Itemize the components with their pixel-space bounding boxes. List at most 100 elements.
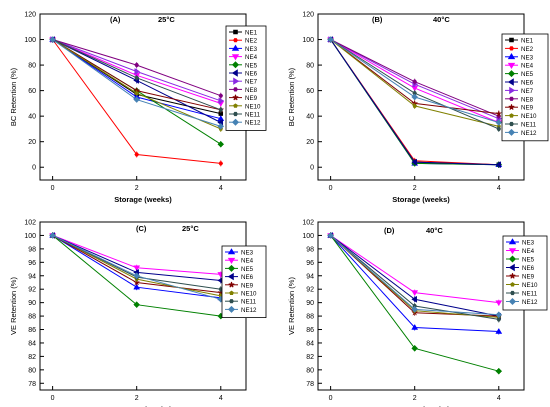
data-point [218,107,224,112]
series-ne4 [327,232,503,307]
legend-marker [227,248,236,255]
y-tick-label: 80 [306,63,314,70]
legend-label: NE9 [241,282,254,289]
y-axis-label: VE Retention (%) [9,277,18,335]
legend-marker [507,53,516,60]
y-tick-label: 0 [310,165,314,172]
legend-label: NE11 [522,291,538,298]
data-point [49,36,56,43]
x-tick-label: 0 [329,185,333,192]
y-tick-label: 120 [24,12,36,19]
y-tick-label: 80 [306,367,314,374]
legend-label: NE11 [245,112,261,119]
legend-label: NE4 [241,258,254,265]
y-tick-label: 90 [306,300,314,307]
legend-marker [233,111,238,117]
data-point [133,265,141,272]
data-point [411,93,419,101]
data-point [411,158,417,166]
legend-marker [509,273,516,279]
data-point [217,123,225,130]
legend-marker [509,46,514,51]
legend-label: NE4 [521,63,534,70]
panel-label: (A) [110,15,121,24]
data-point [412,79,417,84]
chart-panel-2: 0 20 40 60 80 100 120 0 2 4 Storage (weeks) BC Rete… [287,12,549,204]
legend-marker [232,94,239,101]
legend-label: NE10 [522,282,538,289]
legend-marker [231,44,240,51]
legend-label: NE7 [245,79,258,86]
data-point [496,317,502,322]
legend-label: NE11 [241,299,257,306]
data-point [133,283,141,290]
series-line [330,235,499,316]
legend-marker [507,78,514,86]
x-axis-label: Storage (weeks) [392,405,450,407]
legend-label: NE10 [241,291,257,298]
data-point [495,110,502,117]
y-tick-label: 88 [28,314,36,321]
legend-label: NE12 [245,120,261,127]
legend-label: NE6 [241,274,254,281]
panel-label: (D) [384,226,395,235]
data-point [133,301,141,309]
legend-marker [508,238,517,245]
x-axis-label: Storage (weeks) [114,405,172,407]
data-point [217,140,225,148]
data-point [495,367,503,375]
legend-label: NE5 [522,257,535,264]
y-tick-label: 84 [306,340,314,347]
x-axis-label: Storage (weeks) [392,195,450,204]
temperature-label: 40°C [426,226,443,235]
legend-label: NE3 [245,46,258,53]
legend-label: NE9 [522,274,535,281]
y-tick-label: 94 [28,273,36,280]
chart-panel-3: 78 80 82 84 86 88 90 92 94 96 98 100 102 0 2 4 Storage (… [9,220,267,407]
legend-label: NE5 [245,62,258,69]
y-tick-label: 92 [306,287,314,294]
y-tick-label: 100 [302,233,314,240]
x-tick-label: 0 [329,395,333,402]
legend-marker [227,272,234,281]
y-tick-label: 78 [306,381,314,388]
data-point [134,75,139,80]
x-tick-label: 2 [413,185,417,192]
legend-marker [509,37,514,43]
legend-marker [228,281,235,288]
data-point [49,232,56,239]
x-tick-label: 0 [51,185,55,192]
series-line [330,235,499,332]
legend-marker [231,69,238,77]
y-tick-label: 80 [28,367,36,374]
legend-label: NE8 [245,87,258,94]
legend-marker [227,264,236,272]
temperature-label: 25°C [158,15,175,24]
x-tick-label: 4 [219,185,223,192]
legend-label: NE12 [522,299,538,306]
series-ne7 [328,36,503,123]
legend-label: NE3 [522,240,535,247]
data-point [218,93,224,98]
data-point [495,119,503,126]
chart-panel-1: 0 20 40 60 80 100 120 0 2 4 Storage (weeks) BC Rete… [9,12,267,204]
legend-marker [233,103,238,108]
y-tick-label: 88 [306,314,314,321]
legend-marker [509,113,514,118]
y-tick-label: 90 [28,300,36,307]
legend-marker [233,77,240,85]
legend-marker [229,290,234,295]
data-point [133,96,141,103]
legend-label: NE6 [522,265,535,272]
legend-label: NE12 [241,307,257,314]
data-point [134,68,141,75]
panel-label: (B) [372,15,383,24]
y-tick-label: 60 [306,88,314,95]
temperature-label: 25°C [182,224,199,233]
y-tick-label: 92 [28,287,36,294]
y-tick-label: 96 [306,260,314,267]
y-tick-label: 78 [28,381,36,388]
legend-label: NE3 [521,54,534,61]
